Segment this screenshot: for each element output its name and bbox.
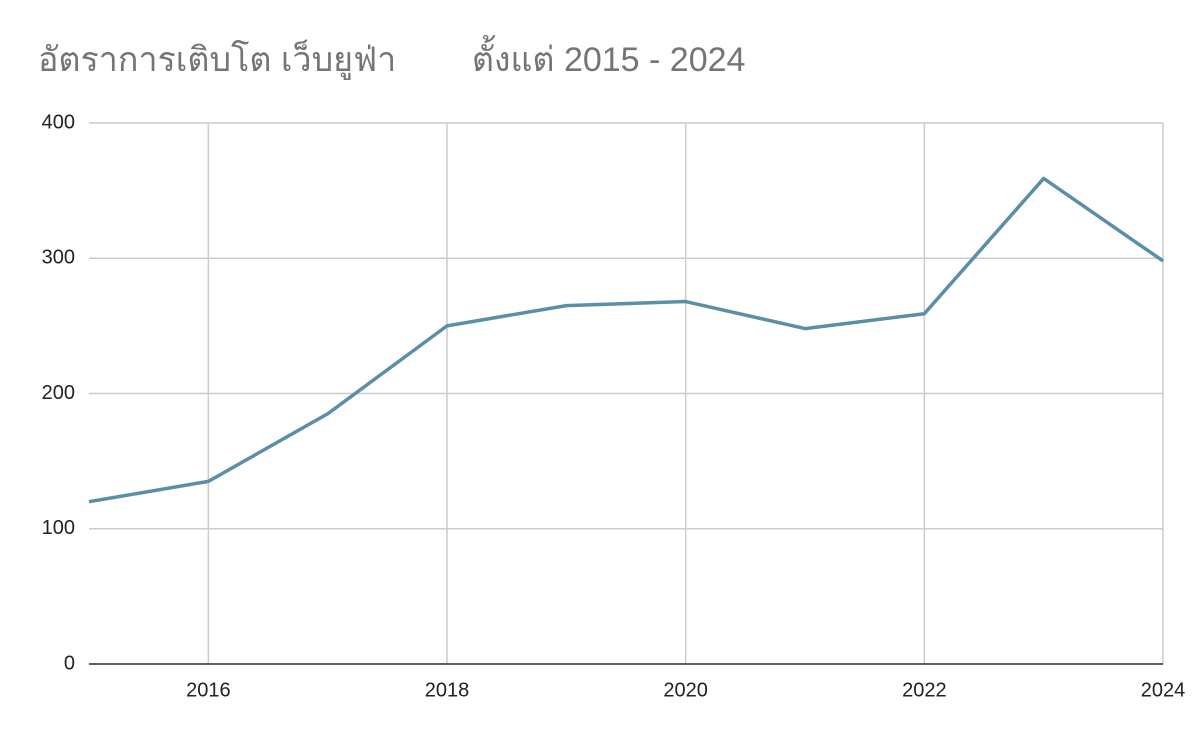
x-tick-label: 2016 — [186, 679, 231, 701]
line-series — [88, 176, 1164, 504]
y-tick-label: 100 — [42, 517, 75, 539]
chart-title: อัตราการเติบโต เว็บยูฟ่า ตั้งแต่ 2015 - … — [38, 35, 745, 80]
x-tick-label: 2018 — [425, 679, 470, 701]
x-tick-label: 2022 — [902, 679, 947, 701]
x-tick-label: 2024 — [1141, 679, 1186, 701]
y-tick-label: 300 — [42, 247, 75, 269]
x-tick-label: 2020 — [663, 679, 708, 701]
y-tick-label: 0 — [64, 652, 75, 674]
y-tick-label: 400 — [42, 111, 75, 133]
y-tick-label: 200 — [42, 382, 75, 404]
